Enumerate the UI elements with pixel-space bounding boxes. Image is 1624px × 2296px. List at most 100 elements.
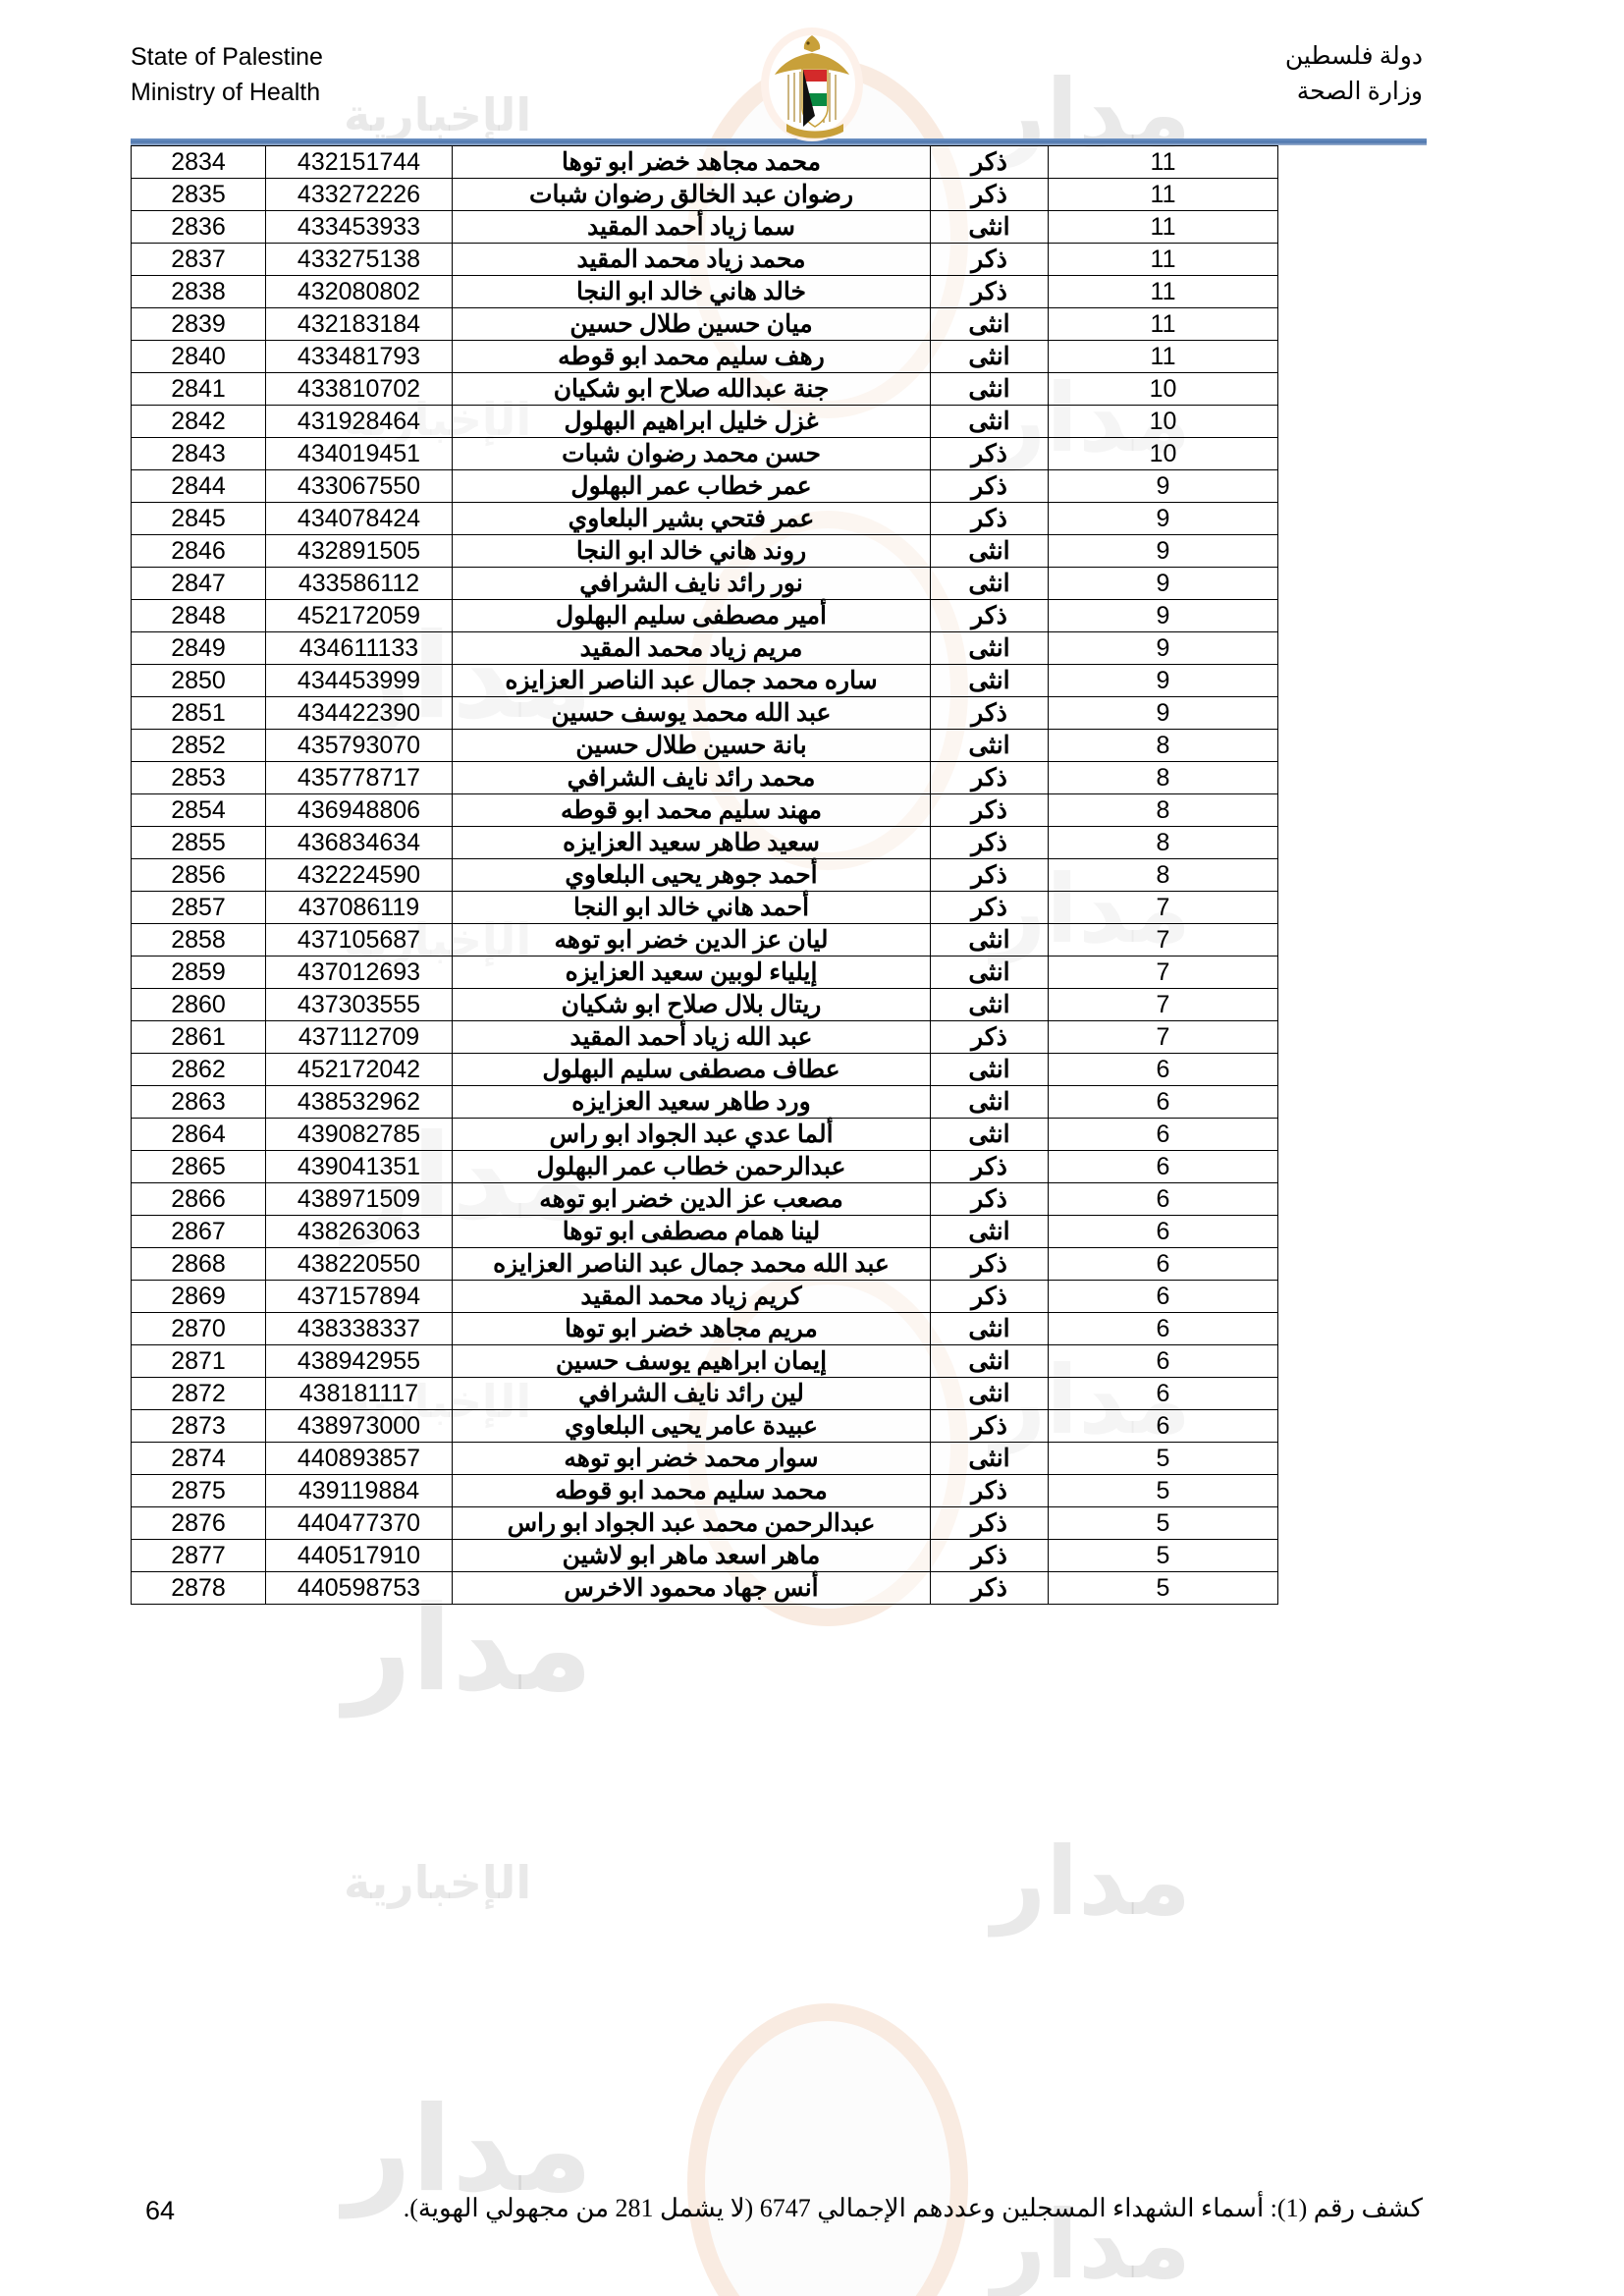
cell-sequence: 2868 bbox=[131, 1247, 266, 1281]
cell-name: ريتال بلال صلاح ابو شكيان bbox=[452, 988, 931, 1021]
cell-id-number: 434453999 bbox=[265, 664, 453, 697]
cell-sequence: 2858 bbox=[131, 923, 266, 957]
cell-age: 6 bbox=[1048, 1150, 1278, 1183]
cell-age: 11 bbox=[1048, 145, 1278, 179]
cell-sex: ذكر bbox=[930, 469, 1049, 503]
table-row: 2869 437157894 كريم زياد محمد المقيد ذكر 6 bbox=[131, 1280, 1278, 1313]
cell-name: عبد الله محمد جمال عبد الناصر العزايزه bbox=[452, 1247, 931, 1281]
cell-name: محمد رائد نايف الشرافي bbox=[452, 761, 931, 794]
cell-id-number: 433272226 bbox=[265, 178, 453, 211]
cell-age: 9 bbox=[1048, 696, 1278, 730]
cell-sequence: 2851 bbox=[131, 696, 266, 730]
cell-age: 9 bbox=[1048, 567, 1278, 600]
cell-age: 5 bbox=[1048, 1506, 1278, 1540]
cell-id-number: 439082785 bbox=[265, 1118, 453, 1151]
cell-name: مريم زياد محمد المقيد bbox=[452, 631, 931, 665]
cell-sequence: 2835 bbox=[131, 178, 266, 211]
cell-name: حسن محمد رضوان شبات bbox=[452, 437, 931, 470]
table-row: 2838 432080802 خالد هاني خالد ابو النجا ذكر… bbox=[131, 275, 1278, 308]
cell-age: 7 bbox=[1048, 923, 1278, 957]
cell-sequence: 2834 bbox=[131, 145, 266, 179]
martyrs-table: 2834 432151744 محمد مجاهد خضر ابو توها ذكر 1… bbox=[131, 145, 1278, 1605]
cell-name: عبد الله زياد أحمد المقيد bbox=[452, 1020, 931, 1054]
table-row: 2866 438971509 مصعب عز الدين خضر ابو توهه ذ… bbox=[131, 1182, 1278, 1216]
cell-id-number: 438181117 bbox=[265, 1377, 453, 1410]
cell-age: 9 bbox=[1048, 469, 1278, 503]
cell-sex: ذكر bbox=[930, 696, 1049, 730]
cell-sex: انثى bbox=[930, 923, 1049, 957]
cell-id-number: 438973000 bbox=[265, 1409, 453, 1443]
header-english-line1: State of Palestine bbox=[131, 43, 323, 71]
cell-name: جنة عبدالله صلاح ابو شكيان bbox=[452, 372, 931, 406]
cell-sex: ذكر bbox=[930, 1409, 1049, 1443]
table-row: 2848 452172059 أمير مصطفى سليم البهلول ذكر 9 bbox=[131, 599, 1278, 632]
cell-sex: انثى bbox=[930, 534, 1049, 568]
cell-name: مصعب عز الدين خضر ابو توهه bbox=[452, 1182, 931, 1216]
cell-age: 8 bbox=[1048, 729, 1278, 762]
table-row: 2846 432891505 روند هاني خالد ابو النجا انث… bbox=[131, 534, 1278, 568]
cell-age: 9 bbox=[1048, 631, 1278, 665]
cell-age: 9 bbox=[1048, 599, 1278, 632]
cell-name: عمر خطاب عمر البهلول bbox=[452, 469, 931, 503]
cell-id-number: 438971509 bbox=[265, 1182, 453, 1216]
cell-name: رضوان عبد الخالق رضوان شبات bbox=[452, 178, 931, 211]
cell-sequence: 2860 bbox=[131, 988, 266, 1021]
cell-sequence: 2842 bbox=[131, 405, 266, 438]
cell-sequence: 2855 bbox=[131, 826, 266, 859]
cell-sex: ذكر bbox=[930, 1571, 1049, 1605]
cell-name: أحمد هاني خالد ابو النجا bbox=[452, 891, 931, 924]
table-row: 2867 438263063 لينا همام مصطفى ابو توها انث… bbox=[131, 1215, 1278, 1248]
cell-sequence: 2853 bbox=[131, 761, 266, 794]
cell-id-number: 437012693 bbox=[265, 956, 453, 989]
cell-sex: انثى bbox=[930, 1215, 1049, 1248]
cell-sex: انثى bbox=[930, 956, 1049, 989]
table-row: 2874 440893857 سوار محمد خضر ابو توهه انثى 5 bbox=[131, 1442, 1278, 1475]
table-row: 2853 435778717 محمد رائد نايف الشرافي ذكر 8 bbox=[131, 761, 1278, 794]
cell-age: 11 bbox=[1048, 178, 1278, 211]
cell-sex: ذكر bbox=[930, 793, 1049, 827]
cell-id-number: 433067550 bbox=[265, 469, 453, 503]
cell-sex: ذكر bbox=[930, 826, 1049, 859]
cell-name: سوار محمد خضر ابو توهه bbox=[452, 1442, 931, 1475]
cell-sex: انثى bbox=[930, 372, 1049, 406]
cell-id-number: 433810702 bbox=[265, 372, 453, 406]
cell-name: عبيدة عامر يحيى البلعاوي bbox=[452, 1409, 931, 1443]
header-arabic-line1: دولة فلسطين bbox=[1284, 43, 1423, 70]
cell-sex: ذكر bbox=[930, 1539, 1049, 1572]
cell-id-number: 438338337 bbox=[265, 1312, 453, 1345]
cell-name: محمد زياد محمد المقيد bbox=[452, 243, 931, 276]
table-row: 2849 434611133 مريم زياد محمد المقيد انثى 9 bbox=[131, 631, 1278, 665]
cell-sex: ذكر bbox=[930, 1247, 1049, 1281]
cell-sex: ذكر bbox=[930, 891, 1049, 924]
cell-name: ألما عدي عبد الجواد ابو راس bbox=[452, 1118, 931, 1151]
table-row: 2870 438338337 مريم مجاهد خضر ابو توها انثى… bbox=[131, 1312, 1278, 1345]
cell-sequence: 2865 bbox=[131, 1150, 266, 1183]
cell-name: ساره محمد جمال عبد الناصر العزايزه bbox=[452, 664, 931, 697]
cell-sex: ذكر bbox=[930, 1506, 1049, 1540]
cell-sequence: 2869 bbox=[131, 1280, 266, 1313]
cell-sequence: 2843 bbox=[131, 437, 266, 470]
cell-sex: ذكر bbox=[930, 761, 1049, 794]
cell-name: عبدالرحمن محمد عبد الجواد ابو راس bbox=[452, 1506, 931, 1540]
cell-id-number: 434611133 bbox=[265, 631, 453, 665]
martyrs-table-container: 2834 432151744 محمد مجاهد خضر ابو توها ذكر 1… bbox=[131, 145, 1278, 1605]
cell-sequence: 2873 bbox=[131, 1409, 266, 1443]
cell-sex: ذكر bbox=[930, 437, 1049, 470]
cell-sequence: 2876 bbox=[131, 1506, 266, 1540]
cell-id-number: 440598753 bbox=[265, 1571, 453, 1605]
cell-sequence: 2841 bbox=[131, 372, 266, 406]
table-row: 2865 439041351 عبدالرحمن خطاب عمر البهلول ذ… bbox=[131, 1150, 1278, 1183]
table-row: 2854 436948806 مهند سليم محمد ابو قوطه ذكر 8 bbox=[131, 793, 1278, 827]
cell-sequence: 2836 bbox=[131, 210, 266, 244]
cell-age: 11 bbox=[1048, 275, 1278, 308]
cell-age: 6 bbox=[1048, 1409, 1278, 1443]
cell-id-number: 435778717 bbox=[265, 761, 453, 794]
cell-name: رهف سليم محمد ابو قوطه bbox=[452, 340, 931, 373]
cell-name: ميان حسين طلال حسين bbox=[452, 307, 931, 341]
cell-age: 5 bbox=[1048, 1571, 1278, 1605]
palestine-eagle-emblem-icon bbox=[759, 26, 865, 143]
cell-name: أنس جهاد محمود الاخرس bbox=[452, 1571, 931, 1605]
table-row: 2861 437112709 عبد الله زياد أحمد المقيد ذك… bbox=[131, 1020, 1278, 1054]
cell-age: 7 bbox=[1048, 956, 1278, 989]
table-row: 2862 452172042 عطاف مصطفى سليم البهلول انثى… bbox=[131, 1053, 1278, 1086]
